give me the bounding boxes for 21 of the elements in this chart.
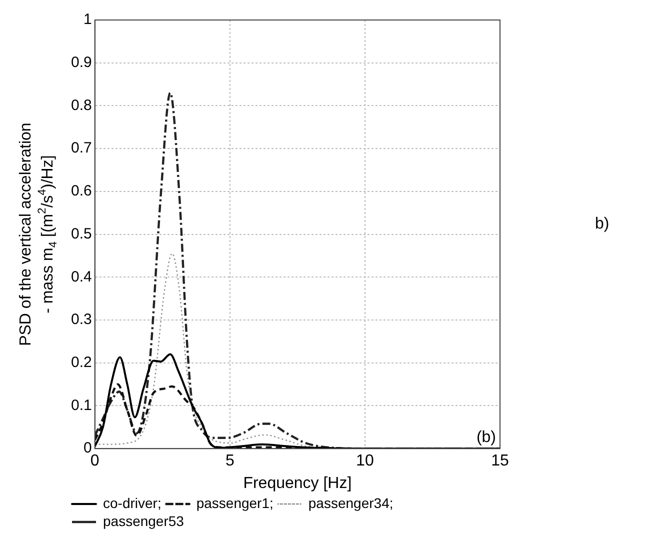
legend-label: passenger1;	[196, 494, 274, 511]
y-tick-label: 0.9	[70, 54, 92, 71]
text: b)	[595, 216, 610, 233]
y-tick-label: 0.8	[70, 96, 92, 114]
x-tick-label: 15	[491, 452, 509, 470]
y-tick-label: 1	[84, 11, 92, 28]
y-tick-label: 0	[84, 440, 92, 457]
legend-label: passenger53	[103, 512, 184, 529]
x-tick-label: 5	[225, 452, 234, 470]
y-tick-label: 0.5	[70, 225, 92, 242]
legend-label: passenger34;	[308, 494, 394, 511]
y-tick-label: 0.1	[70, 396, 92, 414]
y-tick-label: 0.3	[70, 311, 92, 328]
y-tick-label: 0.7	[70, 140, 92, 157]
x-axis-title: Frequency [Hz]	[243, 474, 352, 492]
y-tick-label: 0.2	[70, 354, 92, 372]
y-tick-label: 0.6	[70, 182, 92, 200]
x-tick-label: 10	[356, 452, 374, 470]
annotation: (b)	[476, 429, 496, 446]
legend-label: co-driver;	[103, 494, 162, 511]
y-tick-label: 0.4	[70, 268, 92, 286]
